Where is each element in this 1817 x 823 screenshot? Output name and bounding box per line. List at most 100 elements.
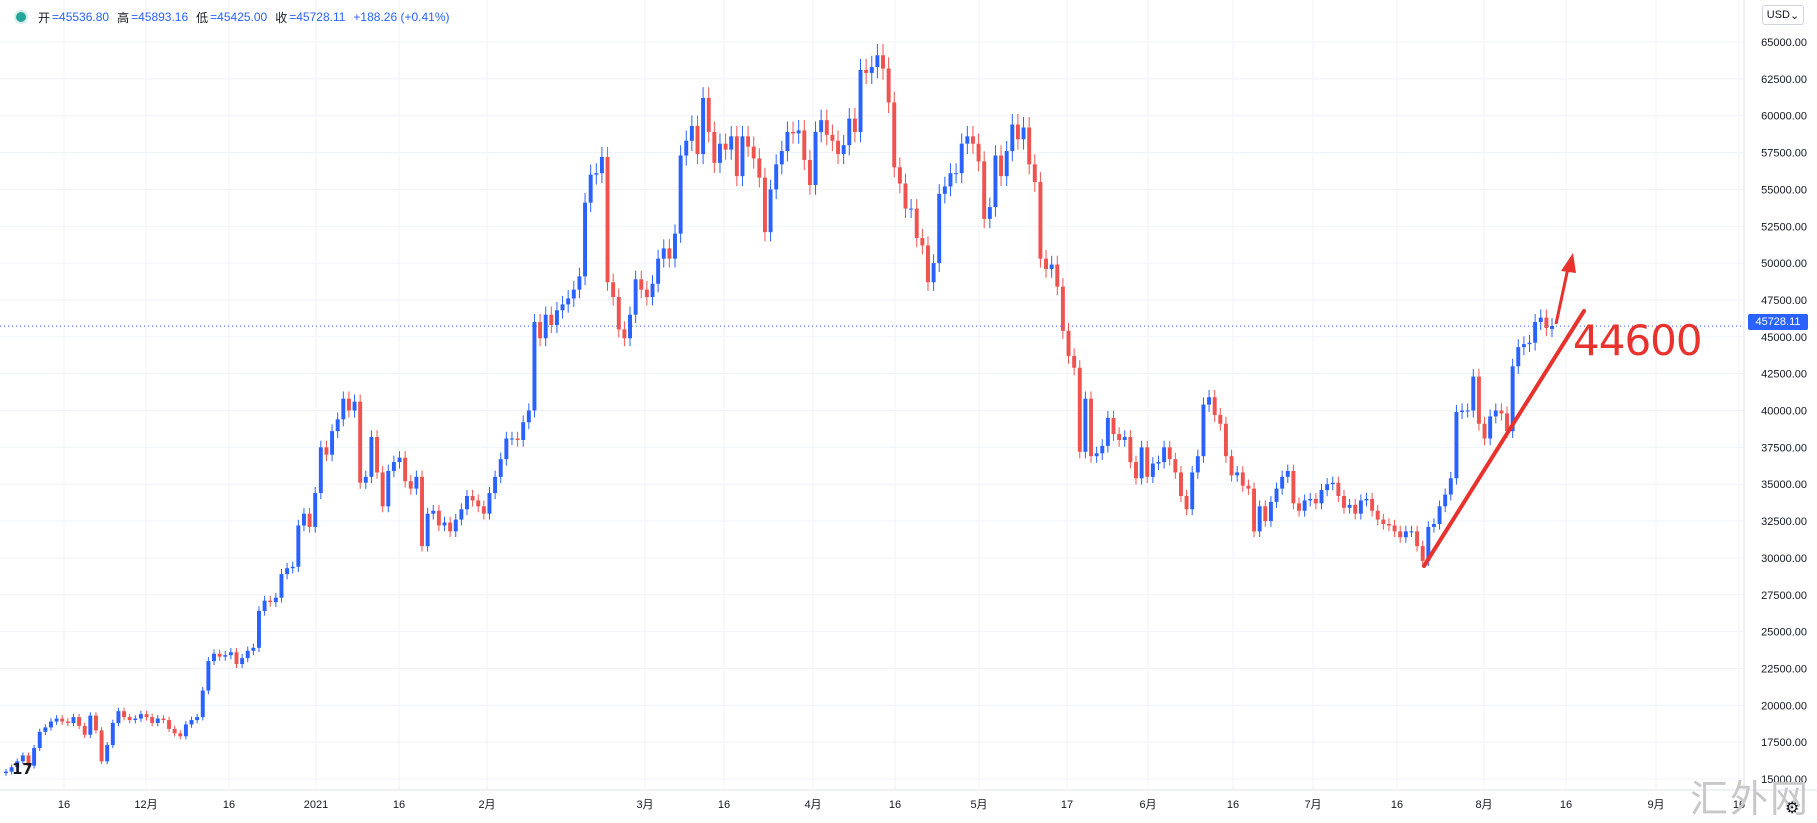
candle-body	[1313, 498, 1318, 504]
candle-body	[774, 164, 779, 190]
candle-body	[920, 238, 925, 246]
candle-body	[661, 248, 666, 259]
x-tick-label: 16	[889, 799, 901, 811]
candle-body	[1223, 423, 1228, 457]
y-tick-label: 62500.00	[1761, 74, 1807, 86]
candle-body	[352, 401, 357, 411]
candle-body	[566, 298, 571, 305]
watermark: 汇外网	[1690, 777, 1811, 821]
candle-body	[487, 493, 492, 514]
candle-body	[1370, 498, 1375, 511]
candle-body	[9, 767, 14, 772]
candle-body	[701, 98, 706, 155]
candle-body	[628, 314, 632, 339]
candle-body	[931, 263, 936, 283]
candle-body	[543, 314, 548, 339]
candle-body	[1263, 506, 1268, 522]
candle-body	[1021, 127, 1026, 140]
candle-body	[869, 67, 874, 73]
candle-body	[549, 314, 554, 326]
candle-body	[1105, 417, 1110, 446]
candle-body	[892, 102, 897, 168]
candle-body	[909, 208, 914, 210]
tradingview-logo[interactable]: 17	[12, 760, 33, 778]
candle-body	[723, 143, 728, 150]
candle-body	[1527, 342, 1532, 345]
candle-body	[712, 131, 717, 163]
candle-body	[127, 717, 132, 721]
candle-body	[762, 177, 767, 233]
candle-body	[318, 447, 323, 494]
candle-body	[526, 410, 531, 423]
candle-body	[37, 731, 42, 749]
x-tick-label: 4月	[804, 799, 821, 811]
candle-body	[1358, 500, 1363, 514]
x-tick-label: 16	[393, 799, 405, 811]
candle-body	[954, 173, 959, 175]
candle-body	[470, 495, 475, 501]
time-axis[interactable]: 16 12月 16 2021 16 2月 3月 16 4月 16 5月 17 6月 16 7月 16 8月 16 9…	[0, 789, 1817, 811]
candle-body	[937, 193, 942, 264]
x-tick-label: 2021	[304, 799, 328, 811]
candle-body	[1538, 317, 1543, 323]
currency-select[interactable]: USD ⌄	[1762, 5, 1804, 25]
price-axis[interactable]: 15000.00 17500.00 20000.00 22500.00 25000.00…	[1743, 0, 1807, 790]
candle-body	[1291, 470, 1296, 504]
candle-body	[616, 297, 621, 330]
annotation-arrow-shaft	[1554, 267, 1570, 325]
close-value: =45728.11	[289, 10, 346, 24]
candle-body	[571, 289, 576, 299]
candle-body	[341, 398, 346, 420]
candle-body	[161, 718, 166, 721]
candle-body	[1381, 519, 1386, 524]
gear-icon[interactable]: ⚙	[1785, 800, 1800, 817]
candle-body	[864, 70, 869, 73]
y-tick-label: 22500.00	[1761, 663, 1807, 675]
candle-body	[1167, 447, 1172, 460]
candle-body	[1493, 410, 1498, 417]
candle-body	[650, 283, 655, 298]
candle-body	[1297, 503, 1301, 511]
candle-body	[611, 282, 616, 298]
candle-body	[509, 438, 514, 440]
candle-body	[138, 714, 143, 719]
candle-body	[1330, 482, 1335, 485]
candle-body	[897, 167, 902, 184]
candle-body	[363, 476, 368, 483]
candle-body	[1544, 317, 1549, 328]
candle-body	[633, 279, 638, 315]
candle-body	[408, 481, 413, 489]
candle-body	[448, 522, 453, 532]
candle-body	[1336, 482, 1341, 496]
candle-body	[1342, 495, 1346, 508]
candle-body	[32, 748, 37, 766]
candle-body	[1482, 423, 1487, 439]
candle-body	[802, 130, 807, 160]
candle-body	[82, 725, 87, 735]
y-tick-label: 50000.00	[1761, 258, 1807, 270]
candle-body	[245, 650, 250, 659]
candle-body	[1268, 501, 1273, 522]
candle-body	[498, 459, 503, 477]
candle-body	[1122, 437, 1127, 440]
candle-body	[706, 98, 711, 132]
candle-body	[1510, 366, 1515, 432]
candle-body	[1420, 546, 1425, 561]
candle-body	[515, 438, 520, 440]
x-tick-label: 6月	[1139, 799, 1156, 811]
candle-body	[397, 457, 402, 463]
candle-body	[110, 722, 115, 746]
candle-body	[1386, 523, 1391, 526]
candle-body	[1229, 456, 1234, 476]
candle-body	[1150, 463, 1155, 477]
candle-body	[819, 120, 824, 132]
candle-body	[257, 610, 261, 648]
candle-body	[273, 597, 278, 603]
candle-body	[813, 131, 818, 185]
candle-body	[60, 718, 65, 722]
y-tick-label: 55000.00	[1761, 184, 1807, 196]
high-label: 高	[117, 10, 130, 25]
x-tick-label: 16	[1560, 799, 1572, 811]
candle-body	[43, 727, 48, 732]
